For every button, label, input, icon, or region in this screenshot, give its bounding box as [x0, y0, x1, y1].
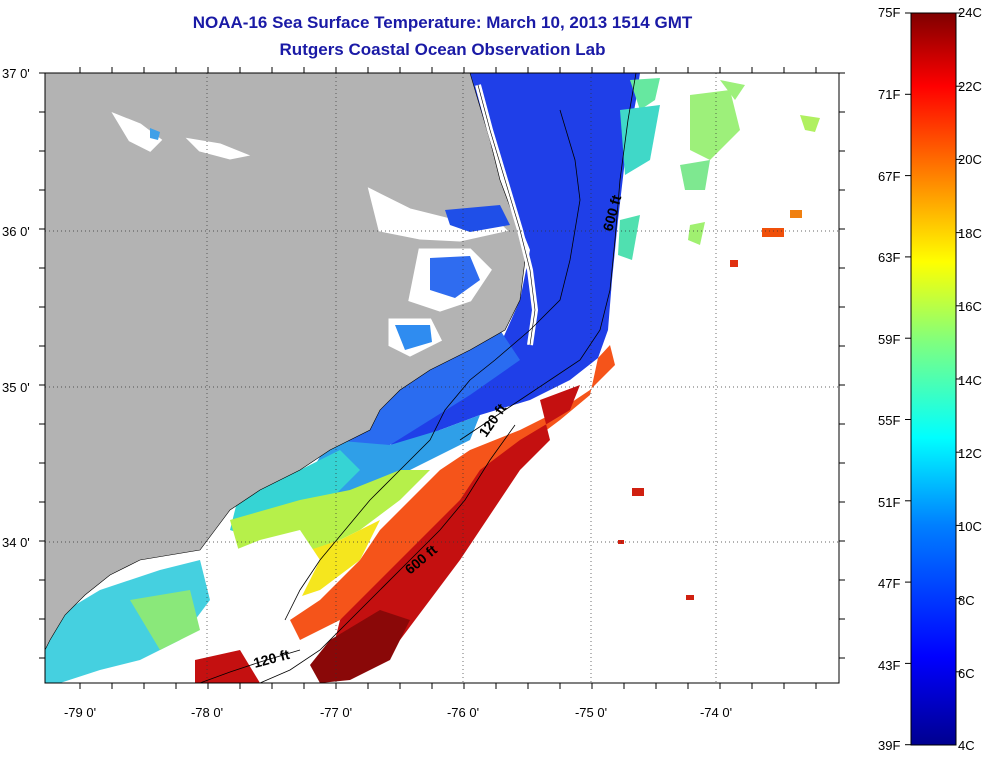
- lon-label-75: -75 0': [574, 705, 608, 720]
- colorbar-c-label: 16C: [958, 299, 982, 314]
- isobath-600ft-south: [259, 424, 516, 683]
- colorbar-c-label: 8C: [958, 593, 975, 608]
- colorbar-f-label: 63F: [878, 250, 901, 265]
- cloud-mask: [210, 530, 320, 683]
- isobath-120ft: [284, 109, 581, 621]
- colorbar-c-label: 20C: [958, 152, 982, 167]
- colorbar: [910, 12, 957, 746]
- colorbar-f-label: 67F: [878, 169, 901, 184]
- colorbar-f-label: 47F: [878, 576, 901, 591]
- axis-ticks: [39, 67, 845, 689]
- lat-label-34: 34 0': [2, 535, 30, 550]
- lon-label-79: -79 0': [63, 705, 97, 720]
- colorbar-c-label: 12C: [958, 446, 982, 461]
- lon-label-76: -76 0': [446, 705, 480, 720]
- colorbar-c-label: 10C: [958, 519, 982, 534]
- lat-label-37: 37 0': [2, 66, 30, 81]
- colorbar-f-label: 59F: [878, 332, 901, 347]
- colorbar-f-label: 51F: [878, 495, 901, 510]
- colorbar-c-label: 22C: [958, 79, 982, 94]
- colorbar-f-label: 71F: [878, 87, 901, 102]
- colorbar-c-label: 6C: [958, 666, 975, 681]
- colorbar-c-label: 4C: [958, 738, 975, 753]
- lon-label-77: -77 0': [319, 705, 353, 720]
- colorbar-c-label: 18C: [958, 226, 982, 241]
- sst-field: [45, 73, 820, 683]
- sound-water: [150, 128, 510, 350]
- lat-label-36: 36 0': [2, 224, 30, 239]
- colorbar-f-label: 55F: [878, 413, 901, 428]
- colorbar-f-label: 43F: [878, 658, 901, 673]
- lon-label-74: -74 0': [699, 705, 733, 720]
- graticule: [45, 73, 839, 683]
- colorbar-c-label: 14C: [958, 373, 982, 388]
- colorbar-f-label: 75F: [878, 5, 901, 20]
- colorbar-c-label: 24C: [958, 5, 982, 20]
- isobath-600ft-north: [459, 73, 637, 441]
- lat-label-35: 35 0': [2, 380, 30, 395]
- isobath-120ft-south: [199, 649, 301, 683]
- map-title: NOAA-16 Sea Surface Temperature: March 1…: [192, 13, 693, 32]
- lon-label-78: -78 0': [190, 705, 224, 720]
- colorbar-f-label: 39F: [878, 738, 901, 753]
- colorbar-ticks: [905, 12, 962, 746]
- frame-ticks: [44, 72, 840, 684]
- map-subtitle: Rutgers Coastal Ocean Observation Lab: [279, 40, 606, 59]
